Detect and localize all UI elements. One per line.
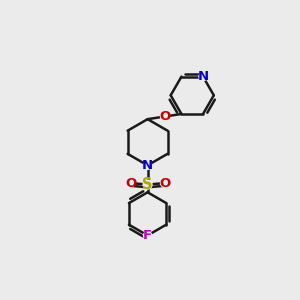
Circle shape bbox=[143, 180, 152, 189]
Text: O: O bbox=[159, 177, 170, 190]
Text: O: O bbox=[125, 177, 136, 190]
Text: F: F bbox=[143, 229, 152, 242]
Circle shape bbox=[144, 231, 152, 239]
Circle shape bbox=[144, 161, 152, 169]
Text: S: S bbox=[142, 177, 153, 192]
Circle shape bbox=[199, 73, 207, 81]
Text: N: N bbox=[197, 70, 208, 83]
Circle shape bbox=[160, 112, 169, 121]
Circle shape bbox=[127, 179, 135, 187]
Text: N: N bbox=[142, 159, 153, 172]
Text: O: O bbox=[159, 110, 170, 123]
Circle shape bbox=[160, 179, 169, 187]
